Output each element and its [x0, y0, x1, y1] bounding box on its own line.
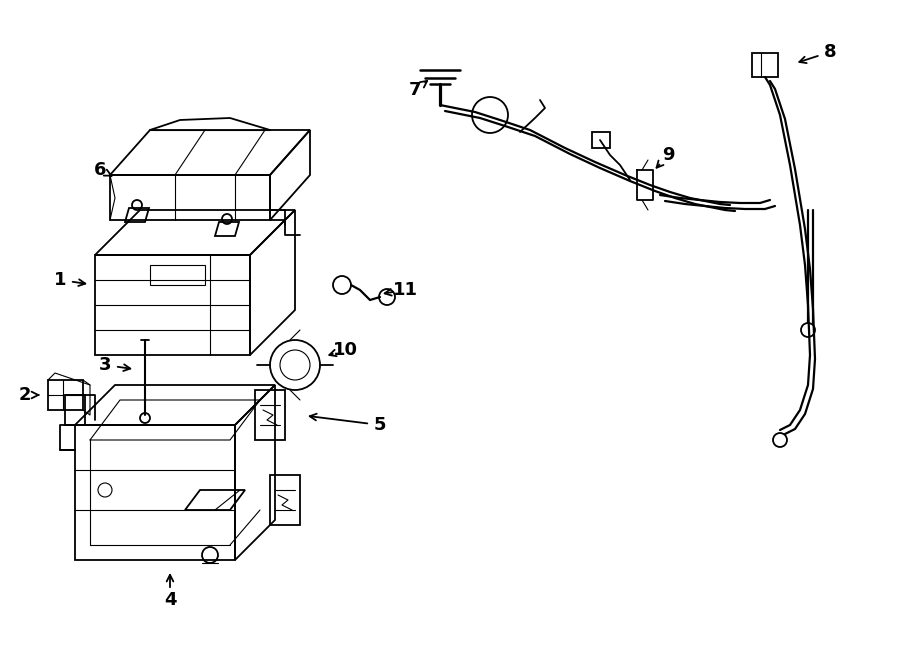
Text: 11: 11 — [392, 281, 418, 299]
Text: 5: 5 — [374, 416, 386, 434]
Text: 1: 1 — [54, 271, 67, 289]
Text: 7: 7 — [409, 81, 421, 99]
Text: 9: 9 — [662, 146, 674, 164]
Text: 3: 3 — [99, 356, 112, 374]
Text: 4: 4 — [164, 591, 176, 609]
Text: 6: 6 — [94, 161, 106, 179]
Text: 8: 8 — [824, 43, 836, 61]
Text: 2: 2 — [19, 386, 32, 404]
Text: 10: 10 — [332, 341, 357, 359]
